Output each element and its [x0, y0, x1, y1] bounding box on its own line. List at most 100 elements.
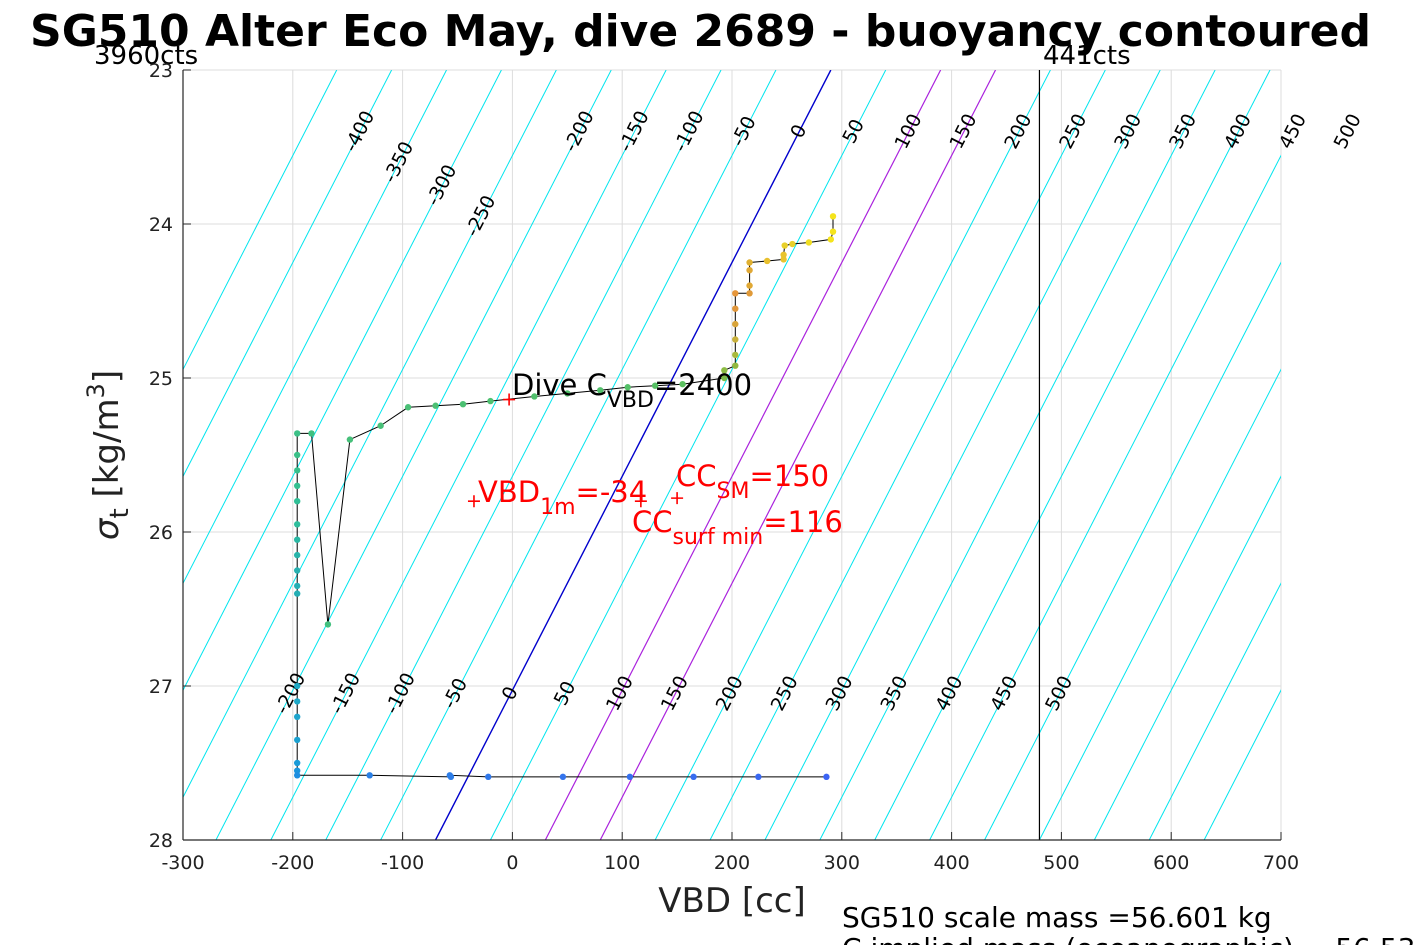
- dive-cvbd-main: Dive C: [512, 368, 607, 402]
- profile-points: [293, 213, 837, 781]
- profile-point: [679, 380, 686, 388]
- contour-line: [183, 70, 447, 585]
- profile-point: [746, 290, 753, 297]
- contour-line: [929, 154, 1281, 840]
- contour-line: [183, 70, 557, 799]
- profile-point: [651, 382, 659, 389]
- contour-line: [599, 70, 997, 840]
- cc-surf-sub: surf min: [673, 525, 764, 550]
- x-tick-label: 200: [714, 852, 750, 874]
- x-tick-label: 400: [933, 852, 969, 874]
- profile-point: [293, 451, 301, 459]
- profile-point: [626, 773, 634, 781]
- profile-point: [732, 320, 739, 328]
- red-marker: [634, 495, 647, 508]
- profile-point: [732, 305, 739, 312]
- profile-point: [293, 498, 301, 505]
- dive-cvbd-tail: =2400: [654, 368, 752, 402]
- cc-sm-annotation: CCSM=150: [676, 459, 829, 504]
- cc-surf-annotation: CCsurf min=116: [632, 505, 843, 550]
- vbd-1m-main: VBD: [478, 475, 540, 509]
- profile-point: [293, 736, 301, 744]
- profile-point: [732, 290, 739, 297]
- grid-lines: [182, 69, 1282, 841]
- cc-sm-tail: =150: [749, 459, 829, 493]
- footer-line-1: SG510 scale mass =56.601 kg: [842, 901, 1272, 934]
- contour-line: [380, 70, 777, 840]
- contour-line: [183, 70, 393, 478]
- contour-line: [325, 70, 722, 840]
- x-tick-label: -300: [161, 852, 204, 874]
- axes: -300 -200 -100 0 100 200 300 400 500 600 700 23 24 25…: [149, 60, 1299, 874]
- profile-point: [732, 336, 739, 343]
- profile-point: [597, 387, 604, 394]
- right-counts-label: 441cts: [1043, 41, 1131, 71]
- contour-line: [1093, 475, 1281, 840]
- dive-cvbd-annotation: Dive CVBD=2400: [512, 368, 752, 413]
- contour-label: 500: [1330, 110, 1366, 152]
- profile-point: [721, 374, 728, 382]
- contour-line: [1038, 368, 1281, 840]
- x-tick-label: 300: [824, 852, 860, 874]
- red-marker: [467, 495, 480, 508]
- profile-point: [432, 402, 439, 409]
- profile-point: [308, 430, 315, 437]
- profile-point: [293, 582, 301, 590]
- profile-point: [346, 436, 354, 443]
- cc-sm-sub: SM: [717, 479, 750, 504]
- profile-point: [293, 759, 301, 767]
- x-tick-label: 500: [1043, 852, 1079, 874]
- profile-point: [293, 682, 301, 690]
- profile-point: [829, 228, 837, 235]
- profile-point: [446, 772, 454, 779]
- profile-point: [293, 698, 301, 705]
- profile-point: [721, 367, 728, 374]
- contour-line: [1148, 582, 1281, 840]
- x-tick-label: -100: [381, 852, 424, 874]
- vbd-1m-tail: =-34: [576, 475, 648, 509]
- profile-point: [624, 384, 631, 391]
- x-tick-label: 700: [1263, 852, 1299, 874]
- y-tick-label: 26: [149, 522, 173, 544]
- profile-point: [293, 482, 301, 489]
- contour-line: [984, 261, 1281, 840]
- profile-point: [293, 467, 301, 474]
- profile-point: [377, 422, 384, 429]
- cc-surf-main: CC: [632, 505, 673, 539]
- profile-point: [827, 236, 835, 243]
- contour-line: [434, 70, 832, 840]
- contour-line: [183, 70, 338, 371]
- profile-point: [789, 240, 796, 248]
- profile-point: [404, 404, 412, 411]
- y-label-unit: [kg/m: [87, 398, 127, 508]
- left-counts-label: 3960cts: [94, 41, 198, 71]
- profile-point: [293, 567, 301, 574]
- profile-point: [564, 390, 571, 397]
- contour-line: [764, 70, 1161, 840]
- profile-point: [459, 400, 467, 408]
- contour-line: [183, 70, 502, 692]
- footer-line-2: C implied mass (oceanographic) = 56.53: [842, 932, 1415, 945]
- profile-point: [293, 551, 301, 559]
- contour-line: [654, 70, 1051, 840]
- profile-point: [805, 239, 813, 246]
- y-tick-label: 23: [149, 60, 173, 82]
- contour-line: [819, 70, 1216, 840]
- contour-line: [874, 70, 1271, 840]
- profile-point: [293, 536, 301, 543]
- x-tick-label: 100: [604, 852, 640, 874]
- y-label-close: ]: [87, 370, 127, 383]
- profile-point: [559, 773, 567, 781]
- y-tick-label: 28: [149, 830, 173, 852]
- profile-point: [293, 713, 301, 720]
- profile-point: [324, 621, 332, 628]
- contour-line: [1203, 689, 1281, 840]
- x-tick-label: 600: [1153, 852, 1189, 874]
- chart-title: SG510 Alter Eco May, dive 2689 - buoyanc…: [30, 6, 1371, 57]
- profile-point: [487, 397, 494, 405]
- profile-point: [293, 767, 301, 774]
- profile-point: [746, 259, 753, 266]
- x-axis-label: VBD [cc]: [658, 881, 806, 921]
- profile-point: [763, 257, 771, 265]
- y-tick-label: 27: [149, 676, 173, 698]
